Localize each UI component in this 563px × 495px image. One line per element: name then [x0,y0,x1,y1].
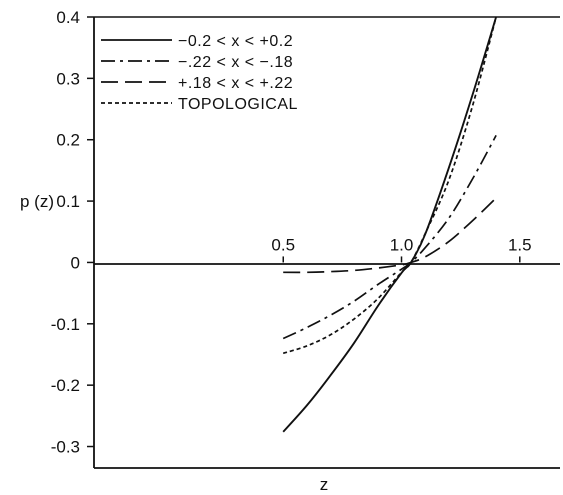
x-tick-label: 0.5 [271,235,295,254]
y-tick-label: -0.3 [51,438,80,457]
y-ticks: 0.4 0.3 0.2 0.1 0 -0.1 -0.2 -0.3 [51,8,94,457]
legend-label: +.18 < x < +.22 [178,75,293,92]
y-tick-label: 0.4 [56,8,80,27]
y-tick-label: -0.2 [51,376,80,395]
series-line-2 [282,134,497,340]
series-layer [282,16,498,433]
y-axis-title: p (z) [20,192,54,211]
x-ticks: 0.5 1.0 1.5 [271,235,532,263]
y-tick-label: 0.2 [56,131,80,150]
series-line-1 [282,16,498,433]
legend-label: −0.2 < x < +0.2 [178,33,293,50]
y-tick-label: 0 [71,253,80,272]
x-tick-label: 1.5 [508,235,532,254]
legend-label: TOPOLOGICAL [178,96,298,113]
series-line-3 [283,197,497,274]
plot-frame [93,16,560,469]
y-tick-label: 0.1 [56,192,80,211]
legend: −0.2 < x < +0.2 −.22 < x < −.18 +.18 < x <… [101,33,298,113]
legend-label: −.22 < x < −.18 [178,54,293,71]
y-tick-label: -0.1 [51,315,80,334]
series-line-4 [282,16,497,355]
y-tick-label: 0.3 [56,69,80,88]
x-axis-title: z [320,475,329,494]
x-tick-label: 1.0 [390,235,414,254]
